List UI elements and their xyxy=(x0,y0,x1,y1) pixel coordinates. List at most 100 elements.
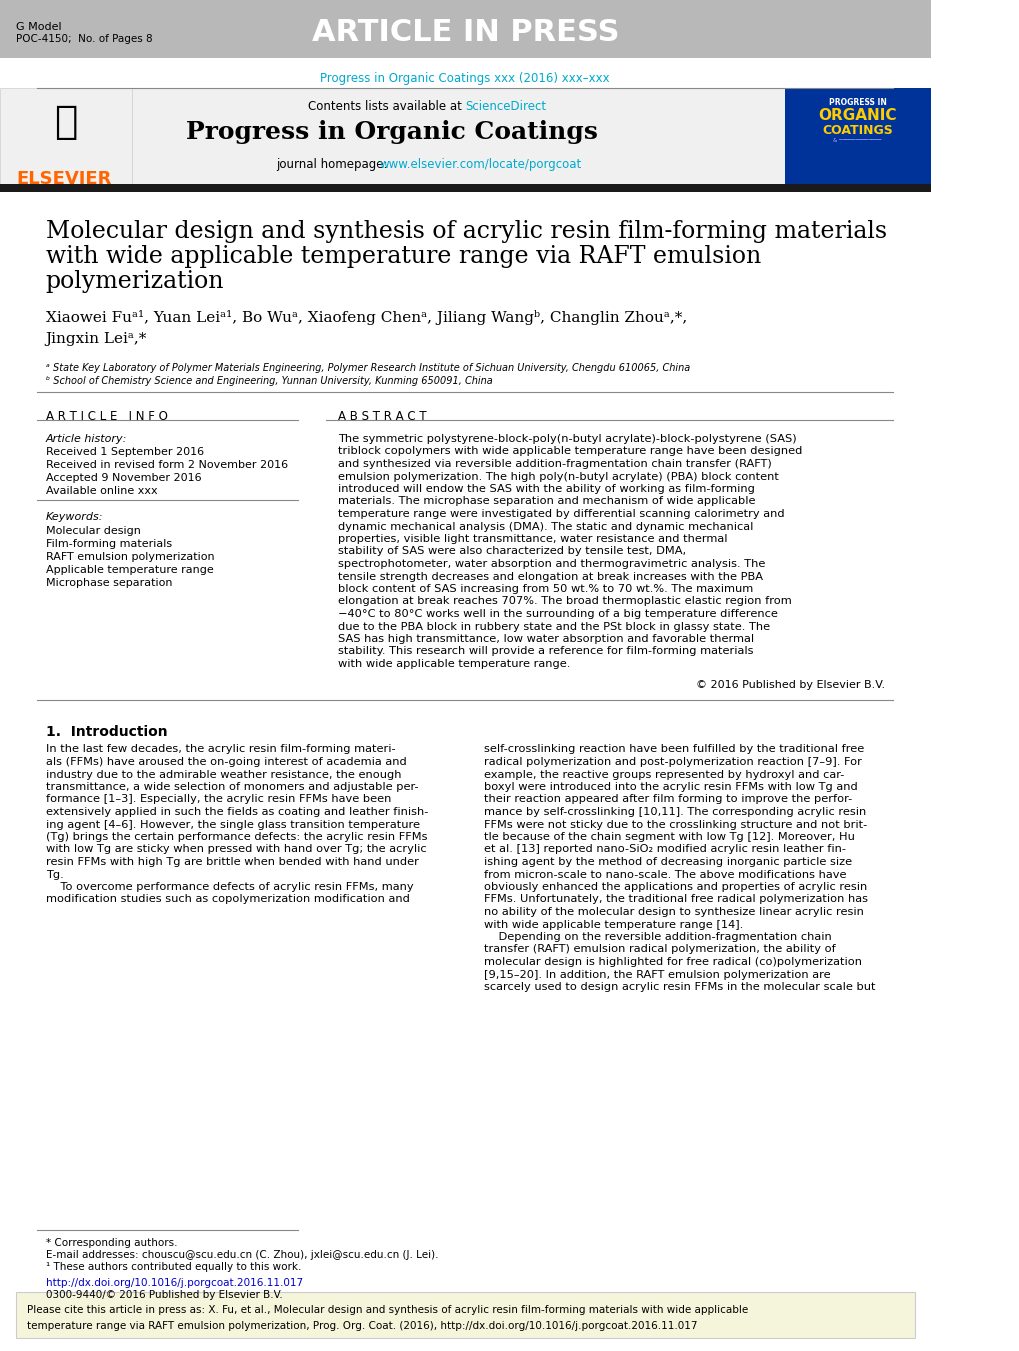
Text: modification studies such as copolymerization modification and: modification studies such as copolymeriz… xyxy=(46,894,409,905)
Text: 0300-9440/© 2016 Published by Elsevier B.V.: 0300-9440/© 2016 Published by Elsevier B… xyxy=(46,1290,282,1300)
Text: To overcome performance defects of acrylic resin FFMs, many: To overcome performance defects of acryl… xyxy=(46,882,413,892)
Text: tle because of the chain segment with low Tg [12]. Moreover, Hu: tle because of the chain segment with lo… xyxy=(483,832,854,842)
Text: * Corresponding authors.: * Corresponding authors. xyxy=(46,1238,177,1248)
Text: Jingxin Leiᵃ,*: Jingxin Leiᵃ,* xyxy=(46,332,147,346)
Text: industry due to the admirable weather resistance, the enough: industry due to the admirable weather re… xyxy=(46,770,400,780)
Text: introduced will endow the SAS with the ability of working as film-forming: introduced will endow the SAS with the a… xyxy=(337,484,754,494)
Text: properties, visible light transmittance, water resistance and thermal: properties, visible light transmittance,… xyxy=(337,534,727,544)
Text: and synthesized via reversible addition-fragmentation chain transfer (RAFT): and synthesized via reversible addition-… xyxy=(337,459,770,469)
Text: extensively applied in such the fields as coating and leather finish-: extensively applied in such the fields a… xyxy=(46,807,428,817)
Text: resin FFMs with high Tg are brittle when bended with hand under: resin FFMs with high Tg are brittle when… xyxy=(46,857,418,867)
Text: Microphase separation: Microphase separation xyxy=(46,578,172,588)
Text: FFMs. Unfortunately, the traditional free radical polymerization has: FFMs. Unfortunately, the traditional fre… xyxy=(483,894,867,905)
Text: Molecular design: Molecular design xyxy=(46,526,141,536)
Text: boxyl were introduced into the acrylic resin FFMs with low Tg and: boxyl were introduced into the acrylic r… xyxy=(483,782,857,792)
Text: ELSEVIER: ELSEVIER xyxy=(16,170,112,188)
Text: formance [1–3]. Especially, the acrylic resin FFMs have been: formance [1–3]. Especially, the acrylic … xyxy=(46,794,390,804)
FancyBboxPatch shape xyxy=(0,88,132,185)
Text: with wide applicable temperature range via RAFT emulsion: with wide applicable temperature range v… xyxy=(46,245,760,267)
Text: 1.  Introduction: 1. Introduction xyxy=(46,724,167,739)
Text: POC-4150;  No. of Pages 8: POC-4150; No. of Pages 8 xyxy=(16,34,153,45)
Text: Depending on the reversible addition-fragmentation chain: Depending on the reversible addition-fra… xyxy=(483,932,830,942)
Text: obviously enhanced the applications and properties of acrylic resin: obviously enhanced the applications and … xyxy=(483,882,866,892)
Text: ¹ These authors contributed equally to this work.: ¹ These authors contributed equally to t… xyxy=(46,1262,301,1273)
Text: Xiaowei Fuᵃ¹, Yuan Leiᵃ¹, Bo Wuᵃ, Xiaofeng Chenᵃ, Jiliang Wangᵇ, Changlin Zhouᵃ,: Xiaowei Fuᵃ¹, Yuan Leiᵃ¹, Bo Wuᵃ, Xiaofe… xyxy=(46,309,691,326)
Text: transfer (RAFT) emulsion radical polymerization, the ability of: transfer (RAFT) emulsion radical polymer… xyxy=(483,944,835,955)
Text: FFMs were not sticky due to the crosslinking structure and not brit-: FFMs were not sticky due to the crosslin… xyxy=(483,820,866,830)
Text: materials. The microphase separation and mechanism of wide applicable: materials. The microphase separation and… xyxy=(337,497,754,507)
Text: polymerization: polymerization xyxy=(46,270,224,293)
Text: G Model: G Model xyxy=(16,22,62,32)
Text: [9,15–20]. In addition, the RAFT emulsion polymerization are: [9,15–20]. In addition, the RAFT emulsio… xyxy=(483,970,829,979)
Text: due to the PBA block in rubbery state and the PSt block in glassy state. The: due to the PBA block in rubbery state an… xyxy=(337,621,769,631)
Text: (Tg) brings the certain performance defects: the acrylic resin FFMs: (Tg) brings the certain performance defe… xyxy=(46,832,427,842)
Text: ishing agent by the method of decreasing inorganic particle size: ishing agent by the method of decreasing… xyxy=(483,857,851,867)
Text: Keywords:: Keywords: xyxy=(46,512,103,521)
Text: with low Tg are sticky when pressed with hand over Tg; the acrylic: with low Tg are sticky when pressed with… xyxy=(46,844,426,854)
Text: stability. This research will provide a reference for film-forming materials: stability. This research will provide a … xyxy=(337,647,752,657)
Text: In the last few decades, the acrylic resin film-forming materi-: In the last few decades, the acrylic res… xyxy=(46,744,394,754)
Text: Tg.: Tg. xyxy=(46,870,63,880)
Text: temperature range via RAFT emulsion polymerization, Prog. Org. Coat. (2016), htt: temperature range via RAFT emulsion poly… xyxy=(28,1321,697,1331)
Text: als (FFMs) have aroused the on-going interest of academia and: als (FFMs) have aroused the on-going int… xyxy=(46,757,406,767)
Text: Film-forming materials: Film-forming materials xyxy=(46,539,171,549)
FancyBboxPatch shape xyxy=(0,184,929,192)
Text: Contents lists available at: Contents lists available at xyxy=(308,100,465,113)
Text: et al. [13] reported nano-SiO₂ modified acrylic resin leather fin-: et al. [13] reported nano-SiO₂ modified … xyxy=(483,844,845,854)
Text: ᵇ School of Chemistry Science and Engineering, Yunnan University, Kunming 650091: ᵇ School of Chemistry Science and Engine… xyxy=(46,376,492,386)
Text: & ─────────────: & ───────────── xyxy=(833,138,881,143)
Text: ᵃ State Key Laboratory of Polymer Materials Engineering, Polymer Research Instit: ᵃ State Key Laboratory of Polymer Materi… xyxy=(46,363,689,373)
Text: Received in revised form 2 November 2016: Received in revised form 2 November 2016 xyxy=(46,459,287,470)
Text: scarcely used to design acrylic resin FFMs in the molecular scale but: scarcely used to design acrylic resin FF… xyxy=(483,982,874,992)
Text: http://dx.doi.org/10.1016/j.porgcoat.2016.11.017: http://dx.doi.org/10.1016/j.porgcoat.201… xyxy=(46,1278,303,1288)
Text: −40°C to 80°C works well in the surrounding of a big temperature difference: −40°C to 80°C works well in the surround… xyxy=(337,609,776,619)
Text: transmittance, a wide selection of monomers and adjustable per-: transmittance, a wide selection of monom… xyxy=(46,782,418,792)
Text: The symmetric polystyrene-block-poly(n-butyl acrylate)-block-polystyrene (SAS): The symmetric polystyrene-block-poly(n-b… xyxy=(337,434,796,444)
Text: with wide applicable temperature range.: with wide applicable temperature range. xyxy=(337,659,570,669)
Text: triblock copolymers with wide applicable temperature range have been designed: triblock copolymers with wide applicable… xyxy=(337,446,801,457)
Text: journal homepage:: journal homepage: xyxy=(276,158,391,172)
Text: ORGANIC: ORGANIC xyxy=(817,108,896,123)
Text: Please cite this article in press as: X. Fu, et al., Molecular design and synthe: Please cite this article in press as: X.… xyxy=(28,1305,748,1315)
FancyBboxPatch shape xyxy=(0,0,929,58)
Text: COATINGS: COATINGS xyxy=(821,124,892,136)
Text: Article history:: Article history: xyxy=(46,434,127,444)
Text: Molecular design and synthesis of acrylic resin film-forming materials: Molecular design and synthesis of acryli… xyxy=(46,220,886,243)
FancyBboxPatch shape xyxy=(784,88,929,185)
Text: block content of SAS increasing from 50 wt.% to 70 wt.%. The maximum: block content of SAS increasing from 50 … xyxy=(337,584,752,594)
Text: ARTICLE IN PRESS: ARTICLE IN PRESS xyxy=(311,18,619,47)
Text: Available online xxx: Available online xxx xyxy=(46,486,157,496)
FancyBboxPatch shape xyxy=(132,88,784,185)
Text: A R T I C L E   I N F O: A R T I C L E I N F O xyxy=(46,409,167,423)
Text: tensile strength decreases and elongation at break increases with the PBA: tensile strength decreases and elongatio… xyxy=(337,571,762,581)
Text: E-mail addresses: chouscu@scu.edu.cn (C. Zhou), jxlei@scu.edu.cn (J. Lei).: E-mail addresses: chouscu@scu.edu.cn (C.… xyxy=(46,1250,438,1260)
Text: no ability of the molecular design to synthesize linear acrylic resin: no ability of the molecular design to sy… xyxy=(483,907,863,917)
Text: ScienceDirect: ScienceDirect xyxy=(465,100,546,113)
Text: www.elsevier.com/locate/porgcoat: www.elsevier.com/locate/porgcoat xyxy=(379,158,581,172)
Text: ing agent [4–6]. However, the single glass transition temperature: ing agent [4–6]. However, the single gla… xyxy=(46,820,419,830)
Text: SAS has high transmittance, low water absorption and favorable thermal: SAS has high transmittance, low water ab… xyxy=(337,634,753,644)
Text: Accepted 9 November 2016: Accepted 9 November 2016 xyxy=(46,473,201,484)
Text: example, the reactive groups represented by hydroxyl and car-: example, the reactive groups represented… xyxy=(483,770,843,780)
Text: stability of SAS were also characterized by tensile test, DMA,: stability of SAS were also characterized… xyxy=(337,547,685,557)
Text: self-crosslinking reaction have been fulfilled by the traditional free: self-crosslinking reaction have been ful… xyxy=(483,744,863,754)
Text: RAFT emulsion polymerization: RAFT emulsion polymerization xyxy=(46,553,214,562)
Text: with wide applicable temperature range [14].: with wide applicable temperature range [… xyxy=(483,920,742,929)
Text: Progress in Organic Coatings xxx (2016) xxx–xxx: Progress in Organic Coatings xxx (2016) … xyxy=(320,72,609,85)
Text: from micron-scale to nano-scale. The above modifications have: from micron-scale to nano-scale. The abo… xyxy=(483,870,845,880)
Text: temperature range were investigated by differential scanning calorimetry and: temperature range were investigated by d… xyxy=(337,509,784,519)
Text: Applicable temperature range: Applicable temperature range xyxy=(46,565,213,576)
Text: PROGRESS IN: PROGRESS IN xyxy=(827,99,886,107)
Text: molecular design is highlighted for free radical (co)polymerization: molecular design is highlighted for free… xyxy=(483,957,861,967)
Text: © 2016 Published by Elsevier B.V.: © 2016 Published by Elsevier B.V. xyxy=(695,680,884,689)
Text: emulsion polymerization. The high poly(n-butyl acrylate) (PBA) block content: emulsion polymerization. The high poly(n… xyxy=(337,471,777,481)
Text: radical polymerization and post-polymerization reaction [7–9]. For: radical polymerization and post-polymeri… xyxy=(483,757,861,767)
Text: mance by self-crosslinking [10,11]. The corresponding acrylic resin: mance by self-crosslinking [10,11]. The … xyxy=(483,807,865,817)
Text: 🌳: 🌳 xyxy=(54,103,77,141)
Text: dynamic mechanical analysis (DMA). The static and dynamic mechanical: dynamic mechanical analysis (DMA). The s… xyxy=(337,521,752,531)
Text: Progress in Organic Coatings: Progress in Organic Coatings xyxy=(186,120,598,145)
FancyBboxPatch shape xyxy=(15,1292,914,1337)
Text: their reaction appeared after film forming to improve the perfor-: their reaction appeared after film formi… xyxy=(483,794,851,804)
Text: Received 1 September 2016: Received 1 September 2016 xyxy=(46,447,204,457)
Text: elongation at break reaches 707%. The broad thermoplastic elastic region from: elongation at break reaches 707%. The br… xyxy=(337,597,791,607)
